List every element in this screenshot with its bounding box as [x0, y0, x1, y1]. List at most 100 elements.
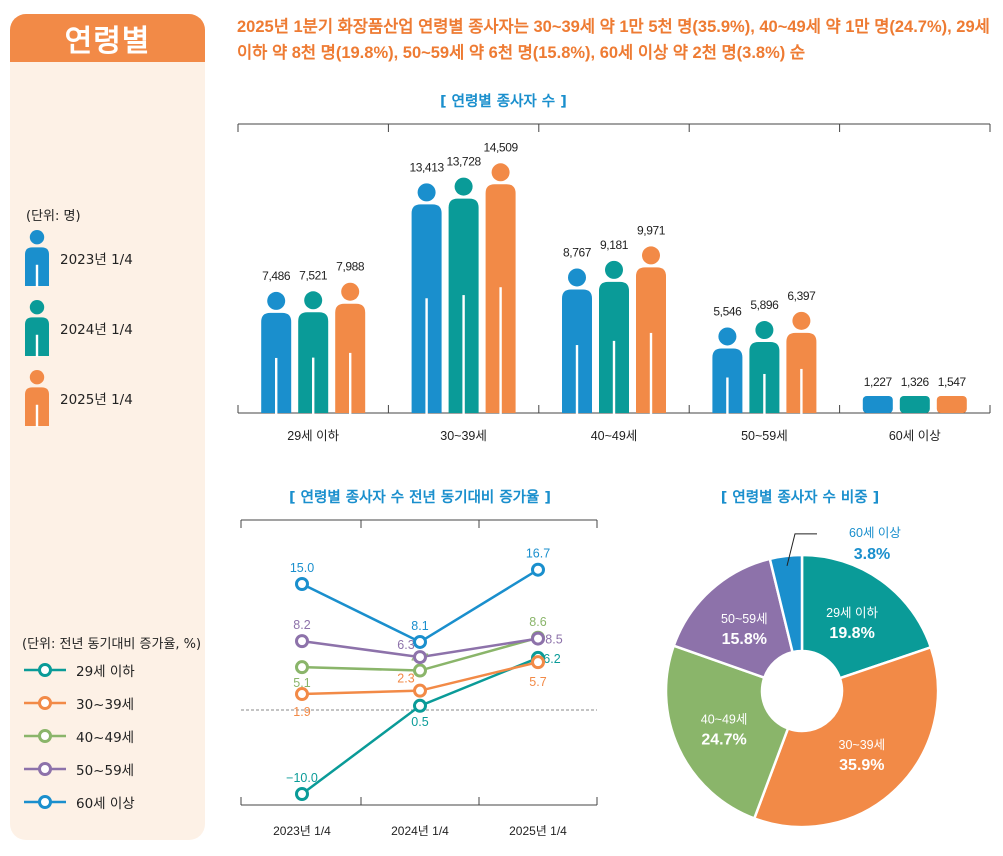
bar-category-label: 40~49세 — [591, 429, 638, 443]
bar-value-label: 14,509 — [483, 140, 518, 154]
line-point — [413, 698, 427, 713]
bar-value-label: 1,547 — [938, 375, 967, 389]
line-value-label: 8.6 — [529, 615, 546, 629]
line-point — [531, 562, 545, 577]
line-marker-icon — [24, 762, 66, 776]
bar-value-label: 6,397 — [787, 289, 816, 303]
pie-chart: 29세 이하 19.8% 30~39세 35.9% 40~49세 24.7% 50~59세 1… — [664, 526, 940, 829]
bar-mark — [599, 260, 629, 414]
line-value-label: 0.5 — [411, 715, 428, 729]
legend-bottom-label: 30~39세 — [76, 697, 135, 713]
legend-person-icon — [25, 370, 49, 427]
headline-text: 2025년 1분기 화장품산업 연령별 종사자는 30~39세 약 1만 5천 … — [237, 18, 990, 62]
bar-value-label: 1,326 — [901, 375, 930, 389]
legend-person-icon-head — [29, 300, 45, 315]
bar-mark-head — [491, 163, 510, 182]
bar-mark-leg-gap — [312, 357, 315, 414]
line-marker-icon — [24, 729, 66, 743]
legend-bottom-item: 40~49세 — [22, 726, 134, 746]
legend-bottom-item: 29세 이하 — [22, 660, 135, 680]
bar-mark-leg-gap — [275, 357, 278, 414]
bar-mark-head — [605, 260, 623, 279]
line-chart: 2023년 1/4 2024년 1/4 2025년 1/4 −10.0 0.5 6.2 1.… — [240, 519, 598, 838]
line-point — [413, 663, 427, 678]
bar-mark-leg-gap — [649, 332, 653, 414]
pie-slice — [768, 553, 804, 654]
bar-mark-leg-gap — [612, 340, 616, 414]
bar-value-label: 7,521 — [299, 268, 328, 282]
line-value-label: 5.7 — [529, 675, 546, 689]
pie-slice-pct: 15.8% — [722, 631, 767, 648]
legend-bottom-label: 60세 이상 — [76, 796, 135, 812]
person-icon — [25, 230, 49, 287]
line-marker-icon — [24, 663, 66, 677]
legend-person-icon — [25, 300, 49, 357]
line-point — [295, 687, 309, 702]
pie-slice-label: 29세 이하 — [826, 606, 878, 620]
bar-mark — [335, 282, 366, 414]
bar-mark — [562, 268, 592, 414]
bar-mark — [786, 311, 817, 414]
bar-value-label: 9,971 — [637, 223, 666, 237]
pie-slice-pct: 35.9% — [839, 757, 884, 774]
legend-top-label: 2025년 1/4 — [60, 392, 133, 408]
bar-mark-leg-gap — [349, 352, 352, 414]
legend-bottom-label: 50~59세 — [76, 763, 135, 779]
legend-bottom-item: 50~59세 — [22, 759, 134, 779]
line-value-label: 6.3 — [397, 638, 414, 652]
bar-value-label: 13,728 — [446, 155, 481, 169]
line-value-label: 2.3 — [397, 672, 414, 686]
legend-bottom-label: 40~49세 — [76, 730, 135, 746]
legend-top-item: 2023년 1/4 — [22, 228, 133, 288]
legend-bottom-unit: (단위: 전년 동기대비 증가율, %) — [22, 637, 202, 652]
bar-mark-head — [568, 268, 586, 287]
legend-person-icon-head — [29, 370, 45, 385]
legend-top-unit: (단위: 명) — [26, 209, 81, 224]
line-category-label: 2024년 1/4 — [391, 824, 449, 838]
legend-person-icon-leg-gap — [35, 264, 39, 287]
person-icon — [25, 300, 49, 357]
pie-slice-pct: 19.8% — [829, 625, 874, 642]
bar-value-label: 9,181 — [600, 238, 629, 252]
line-value-label: 8.5 — [545, 633, 562, 647]
bar-mark — [448, 177, 479, 414]
bar-mark-leg-gap — [462, 295, 465, 414]
line-value-label: 15.0 — [290, 561, 314, 575]
pie-slice-label: 40~49세 — [701, 712, 748, 726]
bar-mark-head — [341, 282, 360, 301]
bar-category-label: 30~39세 — [440, 429, 487, 443]
bar-mark — [636, 246, 666, 414]
bar-mark-head — [304, 291, 323, 310]
line-point — [413, 650, 427, 665]
line-point — [295, 577, 309, 591]
line-point — [295, 660, 309, 675]
line-value-label: 8.1 — [411, 619, 428, 633]
pie-slice — [800, 553, 933, 680]
line-value-label: 6.2 — [543, 652, 560, 666]
bar-mark — [899, 396, 930, 413]
bar-mark-leg-gap — [800, 368, 803, 414]
pie-slice-label: 50~59세 — [721, 612, 768, 626]
line-category-label: 2023년 1/4 — [273, 824, 331, 838]
bar-value-label: 8,767 — [563, 245, 592, 259]
pie-slice — [672, 557, 795, 680]
bar-mark — [712, 327, 743, 414]
bar-category-label: 29세 이하 — [287, 429, 339, 443]
pie-leader-line — [786, 533, 817, 567]
bar-mark — [749, 321, 780, 414]
legend-person-icon-leg-gap — [35, 404, 39, 427]
line-point — [531, 655, 545, 670]
line-point — [295, 634, 309, 649]
bar-mark-head — [454, 177, 473, 196]
legend-marker — [38, 729, 52, 743]
line-chart-title: [ 연령별 종사자 수 전년 동기대비 증가율 ] — [288, 490, 552, 506]
line-marker-icon — [24, 795, 66, 809]
legend-marker — [38, 663, 52, 677]
section-title: 연령별 — [10, 14, 205, 62]
person-icon — [25, 370, 49, 427]
line-value-label: 16.7 — [526, 547, 550, 561]
bar-value-label: 5,546 — [713, 304, 742, 318]
line-value-label: −10.0 — [286, 771, 318, 785]
pie-slice — [752, 645, 940, 829]
